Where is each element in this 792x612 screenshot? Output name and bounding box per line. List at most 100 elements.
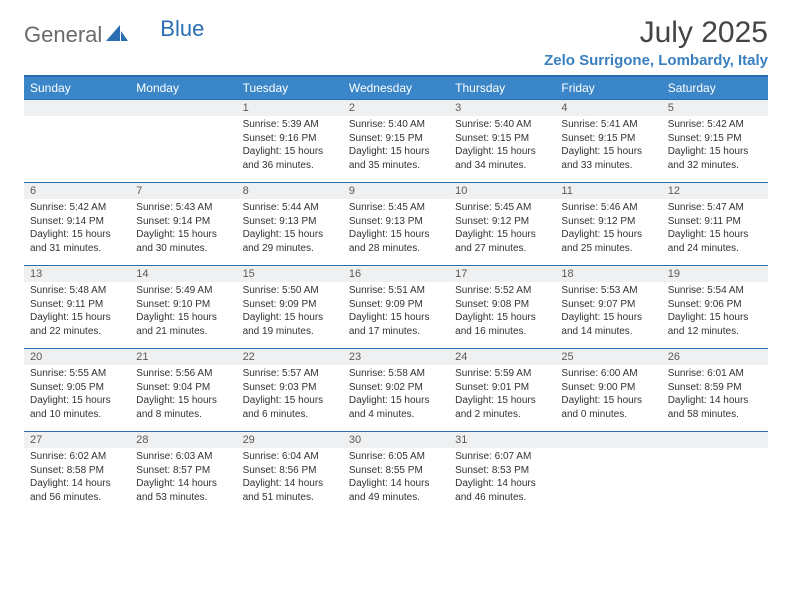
day-number: 24: [449, 349, 555, 365]
sunset-text: Sunset: 9:12 PM: [455, 215, 549, 229]
daylight-text: Daylight: 15 hours and 8 minutes.: [136, 394, 230, 421]
month-title: July 2025: [544, 16, 768, 50]
sunset-text: Sunset: 9:00 PM: [561, 381, 655, 395]
weekday-header-row: Sunday Monday Tuesday Wednesday Thursday…: [24, 77, 768, 99]
daylight-text: Daylight: 14 hours and 58 minutes.: [668, 394, 762, 421]
day-number: 21: [130, 349, 236, 365]
sunrise-text: Sunrise: 6:03 AM: [136, 450, 230, 464]
day-number: 5: [662, 100, 768, 116]
day-number: 28: [130, 432, 236, 448]
daylight-text: Daylight: 15 hours and 29 minutes.: [243, 228, 337, 255]
daylight-text: Daylight: 15 hours and 36 minutes.: [243, 145, 337, 172]
day-number: 29: [237, 432, 343, 448]
sunrise-text: Sunrise: 5:45 AM: [455, 201, 549, 215]
brand-word-blue: Blue: [160, 16, 204, 42]
sunset-text: Sunset: 9:08 PM: [455, 298, 549, 312]
sunrise-text: Sunrise: 5:39 AM: [243, 118, 337, 132]
day-details: Sunrise: 5:58 AMSunset: 9:02 PMDaylight:…: [343, 365, 449, 431]
title-block: July 2025 Zelo Surrigone, Lombardy, Ital…: [544, 16, 768, 69]
sunset-text: Sunset: 9:14 PM: [136, 215, 230, 229]
sunset-text: Sunset: 9:05 PM: [30, 381, 124, 395]
sunset-text: Sunset: 8:57 PM: [136, 464, 230, 478]
sunset-text: Sunset: 9:09 PM: [349, 298, 443, 312]
day-number: 23: [343, 349, 449, 365]
day-number: 27: [24, 432, 130, 448]
day-detail-row: Sunrise: 5:55 AMSunset: 9:05 PMDaylight:…: [24, 365, 768, 431]
daylight-text: Daylight: 15 hours and 34 minutes.: [455, 145, 549, 172]
day-details: Sunrise: 6:03 AMSunset: 8:57 PMDaylight:…: [130, 448, 236, 514]
daylight-text: Daylight: 15 hours and 28 minutes.: [349, 228, 443, 255]
sunrise-text: Sunrise: 6:05 AM: [349, 450, 443, 464]
daylight-text: Daylight: 15 hours and 12 minutes.: [668, 311, 762, 338]
day-details: Sunrise: 5:54 AMSunset: 9:06 PMDaylight:…: [662, 282, 768, 348]
sunset-text: Sunset: 9:03 PM: [243, 381, 337, 395]
sunrise-text: Sunrise: 5:46 AM: [561, 201, 655, 215]
sunrise-text: Sunrise: 6:02 AM: [30, 450, 124, 464]
day-number: 2: [343, 100, 449, 116]
day-details: [24, 116, 130, 182]
day-details: Sunrise: 5:44 AMSunset: 9:13 PMDaylight:…: [237, 199, 343, 265]
day-details: Sunrise: 5:46 AMSunset: 9:12 PMDaylight:…: [555, 199, 661, 265]
daylight-text: Daylight: 15 hours and 17 minutes.: [349, 311, 443, 338]
header: General Blue July 2025 Zelo Surrigone, L…: [24, 16, 768, 69]
sunrise-text: Sunrise: 5:40 AM: [349, 118, 443, 132]
day-details: Sunrise: 5:40 AMSunset: 9:15 PMDaylight:…: [449, 116, 555, 182]
day-details: Sunrise: 5:59 AMSunset: 9:01 PMDaylight:…: [449, 365, 555, 431]
day-number: 8: [237, 183, 343, 199]
day-details: Sunrise: 5:52 AMSunset: 9:08 PMDaylight:…: [449, 282, 555, 348]
weekday-label: Tuesday: [237, 77, 343, 99]
day-number: 1: [237, 100, 343, 116]
day-number: 4: [555, 100, 661, 116]
day-number: 3: [449, 100, 555, 116]
day-detail-row: Sunrise: 6:02 AMSunset: 8:58 PMDaylight:…: [24, 448, 768, 514]
day-number: 11: [555, 183, 661, 199]
day-number: 17: [449, 266, 555, 282]
day-details: Sunrise: 6:07 AMSunset: 8:53 PMDaylight:…: [449, 448, 555, 514]
sunset-text: Sunset: 9:07 PM: [561, 298, 655, 312]
sunset-text: Sunset: 9:06 PM: [668, 298, 762, 312]
daylight-text: Daylight: 15 hours and 25 minutes.: [561, 228, 655, 255]
sunset-text: Sunset: 8:56 PM: [243, 464, 337, 478]
brand-logo: General Blue: [24, 16, 204, 48]
day-details: [130, 116, 236, 182]
calendar-grid: Sunday Monday Tuesday Wednesday Thursday…: [24, 75, 768, 514]
sunset-text: Sunset: 9:04 PM: [136, 381, 230, 395]
day-number-row: 20212223242526: [24, 348, 768, 365]
sunrise-text: Sunrise: 5:59 AM: [455, 367, 549, 381]
sunset-text: Sunset: 9:13 PM: [243, 215, 337, 229]
sunset-text: Sunset: 9:12 PM: [561, 215, 655, 229]
sunrise-text: Sunrise: 5:58 AM: [349, 367, 443, 381]
sunrise-text: Sunrise: 5:47 AM: [668, 201, 762, 215]
sunset-text: Sunset: 9:01 PM: [455, 381, 549, 395]
day-details: Sunrise: 5:48 AMSunset: 9:11 PMDaylight:…: [24, 282, 130, 348]
day-number: [130, 100, 236, 116]
day-number: [24, 100, 130, 116]
calendar-page: General Blue July 2025 Zelo Surrigone, L…: [0, 0, 792, 514]
daylight-text: Daylight: 15 hours and 16 minutes.: [455, 311, 549, 338]
day-number: 26: [662, 349, 768, 365]
sunrise-text: Sunrise: 5:57 AM: [243, 367, 337, 381]
weekday-label: Wednesday: [343, 77, 449, 99]
day-detail-row: Sunrise: 5:39 AMSunset: 9:16 PMDaylight:…: [24, 116, 768, 182]
day-details: Sunrise: 5:49 AMSunset: 9:10 PMDaylight:…: [130, 282, 236, 348]
sunrise-text: Sunrise: 5:40 AM: [455, 118, 549, 132]
day-number: 16: [343, 266, 449, 282]
day-details: Sunrise: 5:43 AMSunset: 9:14 PMDaylight:…: [130, 199, 236, 265]
day-details: Sunrise: 5:42 AMSunset: 9:15 PMDaylight:…: [662, 116, 768, 182]
daylight-text: Daylight: 15 hours and 21 minutes.: [136, 311, 230, 338]
day-details: Sunrise: 5:50 AMSunset: 9:09 PMDaylight:…: [237, 282, 343, 348]
sunset-text: Sunset: 9:14 PM: [30, 215, 124, 229]
sunrise-text: Sunrise: 5:52 AM: [455, 284, 549, 298]
weekday-label: Thursday: [449, 77, 555, 99]
daylight-text: Daylight: 14 hours and 49 minutes.: [349, 477, 443, 504]
day-details: Sunrise: 5:40 AMSunset: 9:15 PMDaylight:…: [343, 116, 449, 182]
day-details: Sunrise: 6:02 AMSunset: 8:58 PMDaylight:…: [24, 448, 130, 514]
sunset-text: Sunset: 9:13 PM: [349, 215, 443, 229]
daylight-text: Daylight: 14 hours and 56 minutes.: [30, 477, 124, 504]
daylight-text: Daylight: 15 hours and 4 minutes.: [349, 394, 443, 421]
sunrise-text: Sunrise: 6:00 AM: [561, 367, 655, 381]
day-details: Sunrise: 6:01 AMSunset: 8:59 PMDaylight:…: [662, 365, 768, 431]
sunset-text: Sunset: 9:02 PM: [349, 381, 443, 395]
day-number: [555, 432, 661, 448]
sunrise-text: Sunrise: 5:50 AM: [243, 284, 337, 298]
